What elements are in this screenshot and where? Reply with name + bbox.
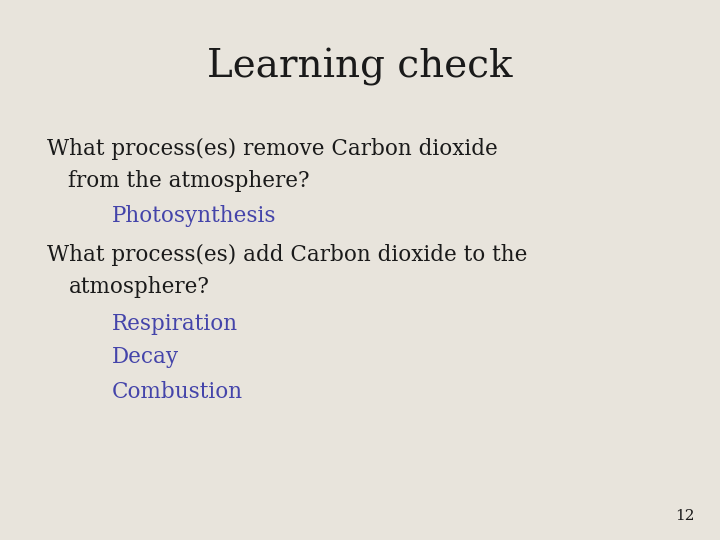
Text: Combustion: Combustion <box>112 381 243 402</box>
Text: Photosynthesis: Photosynthesis <box>112 205 276 227</box>
Text: Respiration: Respiration <box>112 313 238 335</box>
Text: from the atmosphere?: from the atmosphere? <box>68 170 310 192</box>
Text: 12: 12 <box>675 509 695 523</box>
Text: Learning check: Learning check <box>207 49 513 86</box>
Text: What process(es) add Carbon dioxide to the: What process(es) add Carbon dioxide to t… <box>47 244 527 266</box>
Text: What process(es) remove Carbon dioxide: What process(es) remove Carbon dioxide <box>47 138 498 159</box>
Text: Decay: Decay <box>112 347 179 368</box>
Text: atmosphere?: atmosphere? <box>68 276 210 298</box>
